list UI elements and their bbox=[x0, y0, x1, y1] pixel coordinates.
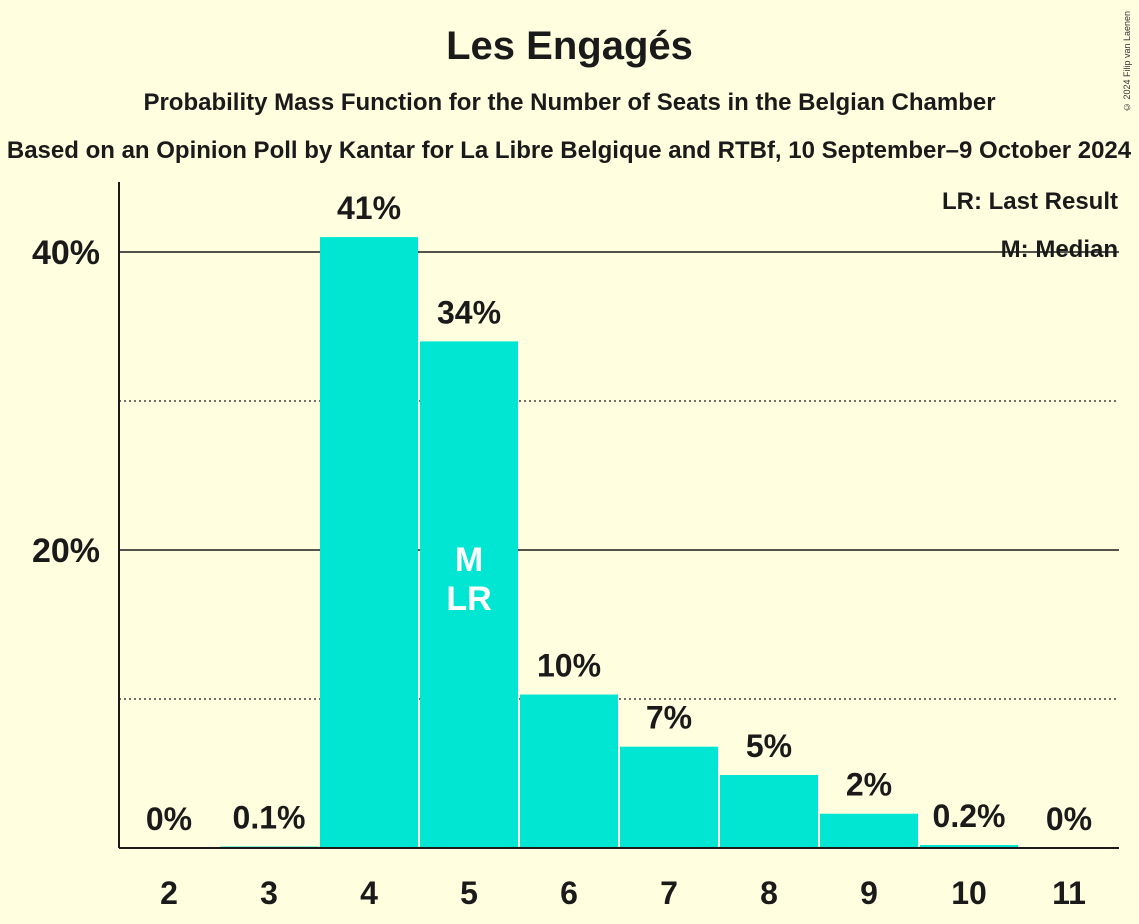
bar bbox=[520, 694, 618, 848]
x-tick-label: 4 bbox=[360, 875, 378, 911]
x-tick-label: 5 bbox=[460, 875, 478, 911]
x-tick-label: 2 bbox=[160, 875, 178, 911]
x-tick-label: 9 bbox=[860, 875, 878, 911]
bar-value-label: 2% bbox=[846, 767, 892, 803]
y-tick-label: 20% bbox=[32, 532, 100, 570]
axes: 20% 40% 2 3 4 5 6 7 8 9 10 11 bbox=[32, 182, 1119, 911]
bar bbox=[420, 341, 518, 848]
gridlines bbox=[119, 251, 1119, 700]
median-marker: M bbox=[455, 541, 483, 579]
bar-value-label: 0.1% bbox=[233, 800, 306, 836]
bar-value-label: 10% bbox=[537, 648, 601, 684]
x-tick-label: 10 bbox=[951, 875, 987, 911]
bar bbox=[620, 746, 718, 848]
bar-value-label: 0.2% bbox=[933, 798, 1006, 834]
x-tick-label: 11 bbox=[1052, 875, 1086, 911]
bar-value-label: 41% bbox=[337, 190, 401, 226]
legend: LR: Last Result M: Median bbox=[942, 188, 1118, 263]
bar-value-label: 0% bbox=[146, 801, 192, 837]
data-labels: 0% 0.1% 41% 34% 10% 7% 5% 2% 0.2% 0% MLR bbox=[146, 190, 1092, 837]
chart-title: Les Engagés bbox=[446, 24, 693, 68]
x-tick-label: 7 bbox=[660, 875, 678, 911]
bar-value-label: 34% bbox=[437, 294, 501, 330]
x-tick-label: 6 bbox=[560, 875, 578, 911]
chart-subtitle: Probability Mass Function for the Number… bbox=[143, 89, 996, 116]
legend-median: M: Median bbox=[1001, 236, 1118, 263]
x-tick-label: 8 bbox=[760, 875, 778, 911]
bar-value-label: 7% bbox=[646, 700, 692, 736]
y-tick-label: 40% bbox=[32, 234, 100, 272]
x-tick-label: 3 bbox=[260, 875, 278, 911]
bars bbox=[220, 237, 1018, 849]
bar bbox=[820, 813, 918, 848]
bar bbox=[320, 237, 418, 849]
bar-value-label: 0% bbox=[1046, 801, 1092, 837]
legend-last-result: LR: Last Result bbox=[942, 188, 1118, 215]
chart-source: Based on an Opinion Poll by Kantar for L… bbox=[6, 137, 1132, 164]
bar-value-label: 5% bbox=[746, 728, 792, 764]
last-result-marker: LR bbox=[446, 580, 491, 618]
bar bbox=[920, 845, 1018, 848]
bar bbox=[720, 774, 818, 848]
